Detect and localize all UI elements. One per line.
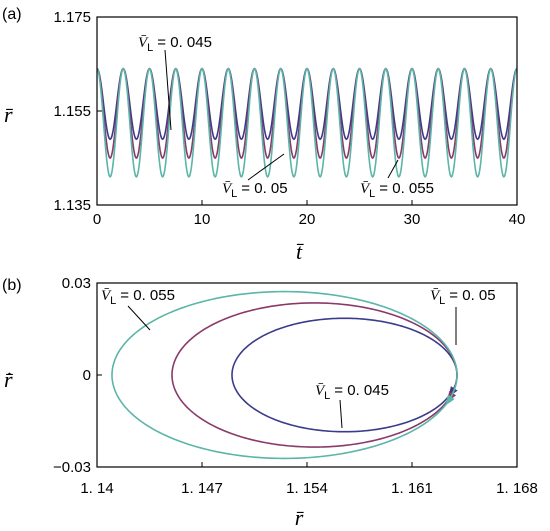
annotation-subscript: L bbox=[147, 42, 153, 54]
annotation-subscript: L bbox=[231, 188, 237, 200]
panel-b-y-axis-label: r̄̇ bbox=[4, 367, 14, 392]
panel-a-x-tick-label: 20 bbox=[299, 211, 316, 228]
svg-text:V̄L= 0. 045: V̄L = 0. 045 bbox=[315, 382, 389, 402]
panel-b-direction-arrow-2 bbox=[445, 394, 455, 406]
panel-b-annotation-055: V̄L = 0. 055 bbox=[101, 287, 175, 331]
annotation-symbol: V̄ bbox=[430, 288, 441, 304]
panel-b-y-tick-label: 0.03 bbox=[62, 275, 91, 292]
panel-a-annotation-055: V̄L = 0. 055 bbox=[360, 159, 434, 200]
panel-a-label: (a) bbox=[2, 6, 22, 23]
panel-b-x-tick-label: 1. 154 bbox=[286, 480, 328, 497]
annotation-symbol: V̄ bbox=[138, 35, 149, 51]
svg-text:V̄L= 0. 055: V̄L = 0. 055 bbox=[360, 180, 434, 200]
panel-b-ticks: 1. 14 1. 147 1. 154 1. 161 1. 168 0.03 0 −0.03 bbox=[53, 275, 538, 497]
panel-b-annotation-05: V̄L = 0. 05 bbox=[430, 287, 496, 345]
annotation-value: = 0. 045 bbox=[334, 382, 389, 399]
annotation-value: = 0. 045 bbox=[157, 34, 212, 51]
panel-b-series-orbit-2 bbox=[111, 290, 458, 460]
panel-b-frame bbox=[96, 282, 518, 468]
annotation-symbol: V̄ bbox=[360, 181, 371, 197]
panel-a-series-group bbox=[96, 67, 518, 178]
annotation-value: = 0. 05 bbox=[449, 287, 495, 304]
annotation-leader bbox=[247, 153, 285, 181]
annotation-subscript: L bbox=[439, 295, 445, 307]
panel-a-series-line-1 bbox=[96, 67, 518, 159]
annotation-subscript: L bbox=[369, 188, 375, 200]
annotation-subscript: L bbox=[324, 390, 330, 402]
annotation-value: = 0. 055 bbox=[379, 180, 434, 197]
panel-b: (b) r̄̇ r̄ 1. 14 1. 147 1. 154 1. 161 1. 168… bbox=[2, 275, 538, 530]
annotation-leader bbox=[387, 159, 399, 179]
panel-a-y-tick-label: 1.155 bbox=[53, 103, 91, 120]
panel-b-x-tick-label: 1. 161 bbox=[391, 480, 433, 497]
svg-text:V̄L= 0. 045: V̄L = 0. 045 bbox=[138, 34, 212, 54]
panel-b-series-orbit-1 bbox=[171, 302, 458, 448]
panel-a-annotation-05: V̄L = 0. 05 bbox=[222, 153, 288, 200]
panel-b-series-orbit-0 bbox=[231, 317, 458, 433]
panel-a-x-axis-label: t̄ bbox=[296, 239, 304, 264]
panel-a-annotation-045: V̄L = 0. 045 bbox=[138, 34, 212, 131]
annotation-subscript: L bbox=[110, 295, 116, 307]
panel-b-x-tick-label: 1. 168 bbox=[496, 480, 538, 497]
annotation-symbol: V̄ bbox=[315, 383, 326, 399]
panel-a-x-tick-label: 0 bbox=[93, 211, 101, 228]
panel-a-x-tick-label: 30 bbox=[404, 211, 421, 228]
panel-a-series-line-2 bbox=[96, 67, 518, 178]
panel-b-x-tick-label: 1. 14 bbox=[80, 480, 113, 497]
panel-b-y-tick-label: 0 bbox=[83, 367, 91, 384]
annotation-value: = 0. 05 bbox=[241, 180, 287, 197]
panel-a-y-tick-label: 1.135 bbox=[53, 197, 91, 214]
annotation-symbol: V̄ bbox=[222, 181, 233, 197]
panel-a-series-line-0 bbox=[96, 67, 518, 141]
annotation-value: = 0. 055 bbox=[120, 287, 175, 304]
panel-b-x-tick-label: 1. 147 bbox=[181, 480, 223, 497]
panel-a-x-tick-label: 40 bbox=[509, 211, 526, 228]
annotation-leader bbox=[127, 305, 151, 331]
svg-text:V̄L= 0. 055: V̄L = 0. 055 bbox=[101, 287, 175, 307]
panel-b-y-tick-label: −0.03 bbox=[53, 459, 91, 476]
panel-b-x-axis-label: r̄ bbox=[295, 505, 305, 530]
panel-b-label: (b) bbox=[2, 277, 22, 294]
annotation-leader bbox=[339, 399, 343, 429]
panel-b-annotation-045: V̄L = 0. 045 bbox=[315, 382, 389, 429]
annotation-leader bbox=[164, 49, 172, 131]
panel-a-x-tick-label: 10 bbox=[194, 211, 211, 228]
panel-a-ticks: 0 10 20 30 40 1.135 1.155 1.175 bbox=[53, 9, 525, 228]
svg-text:V̄L= 0. 05: V̄L = 0. 05 bbox=[222, 180, 288, 200]
panel-b-series-group bbox=[111, 290, 458, 460]
panel-a-y-tick-label: 1.175 bbox=[53, 9, 91, 26]
annotation-symbol: V̄ bbox=[101, 288, 112, 304]
panel-a-y-axis-label: r̄ bbox=[4, 102, 14, 127]
svg-text:V̄L= 0. 05: V̄L = 0. 05 bbox=[430, 287, 496, 307]
